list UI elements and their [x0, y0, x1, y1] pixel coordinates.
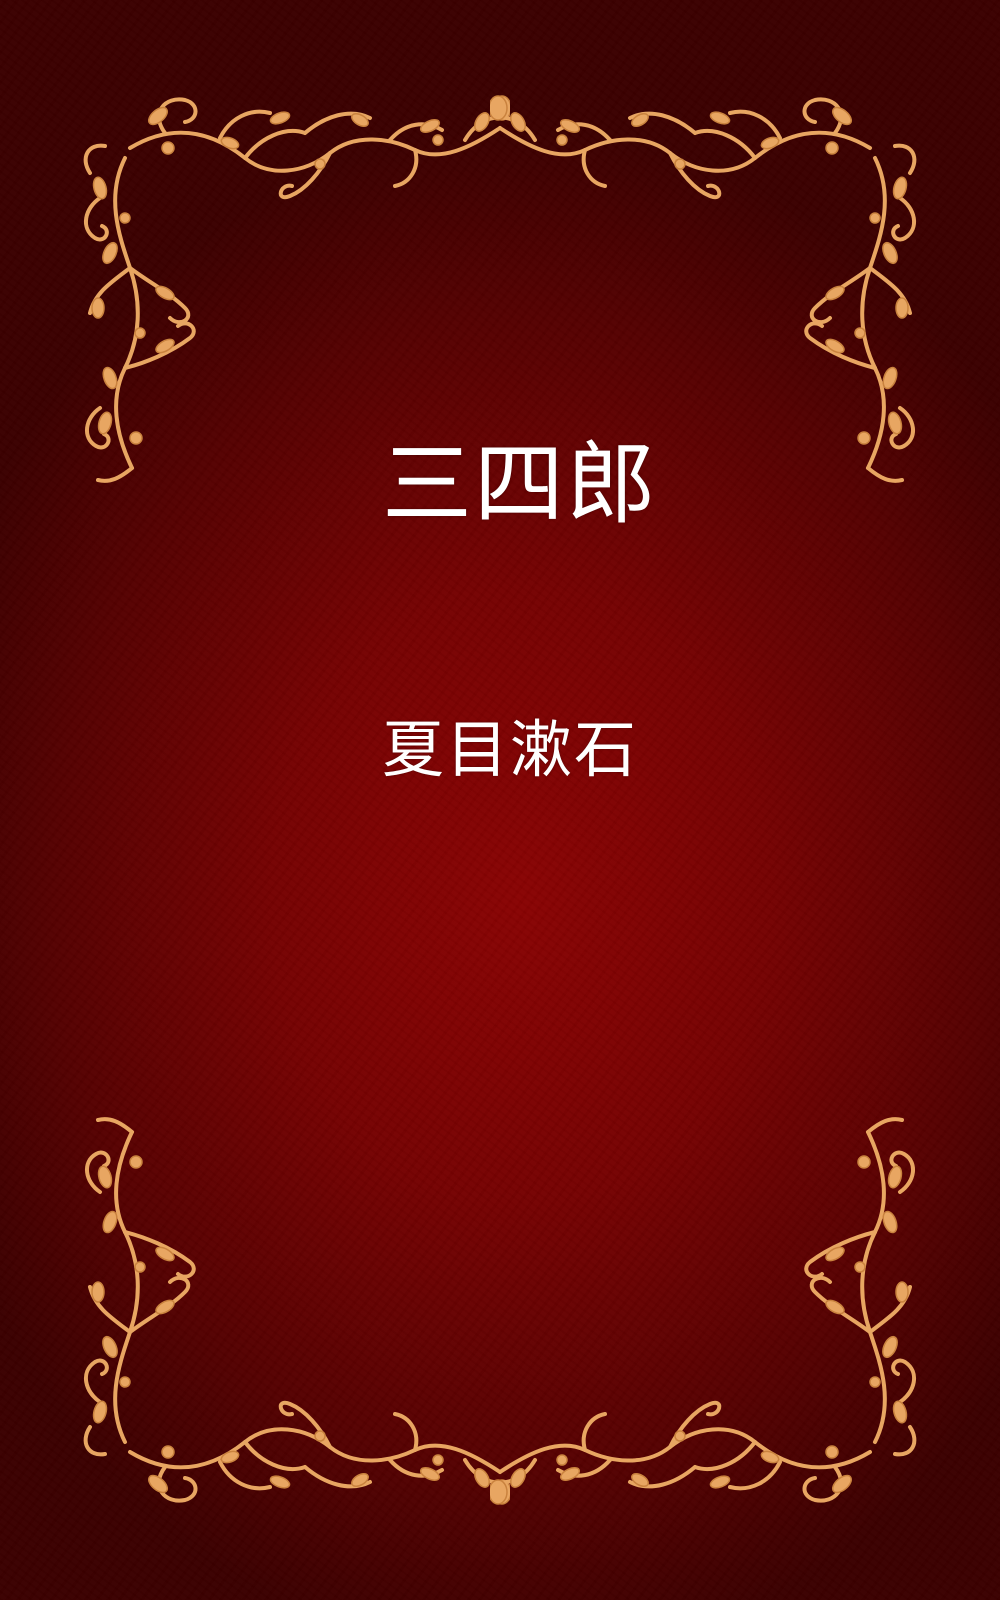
- ornament-bottom-left: [70, 1102, 510, 1522]
- ornament-top-right: [490, 78, 930, 498]
- flourish-corner-icon: [490, 1117, 917, 1505]
- ornament-bottom-right: [490, 1102, 930, 1522]
- flourish-corner-icon: [490, 95, 917, 483]
- book-title: 三四郎: [382, 432, 658, 537]
- book-author: 夏目漱石: [381, 713, 638, 786]
- flourish-corner-icon: [83, 1117, 510, 1505]
